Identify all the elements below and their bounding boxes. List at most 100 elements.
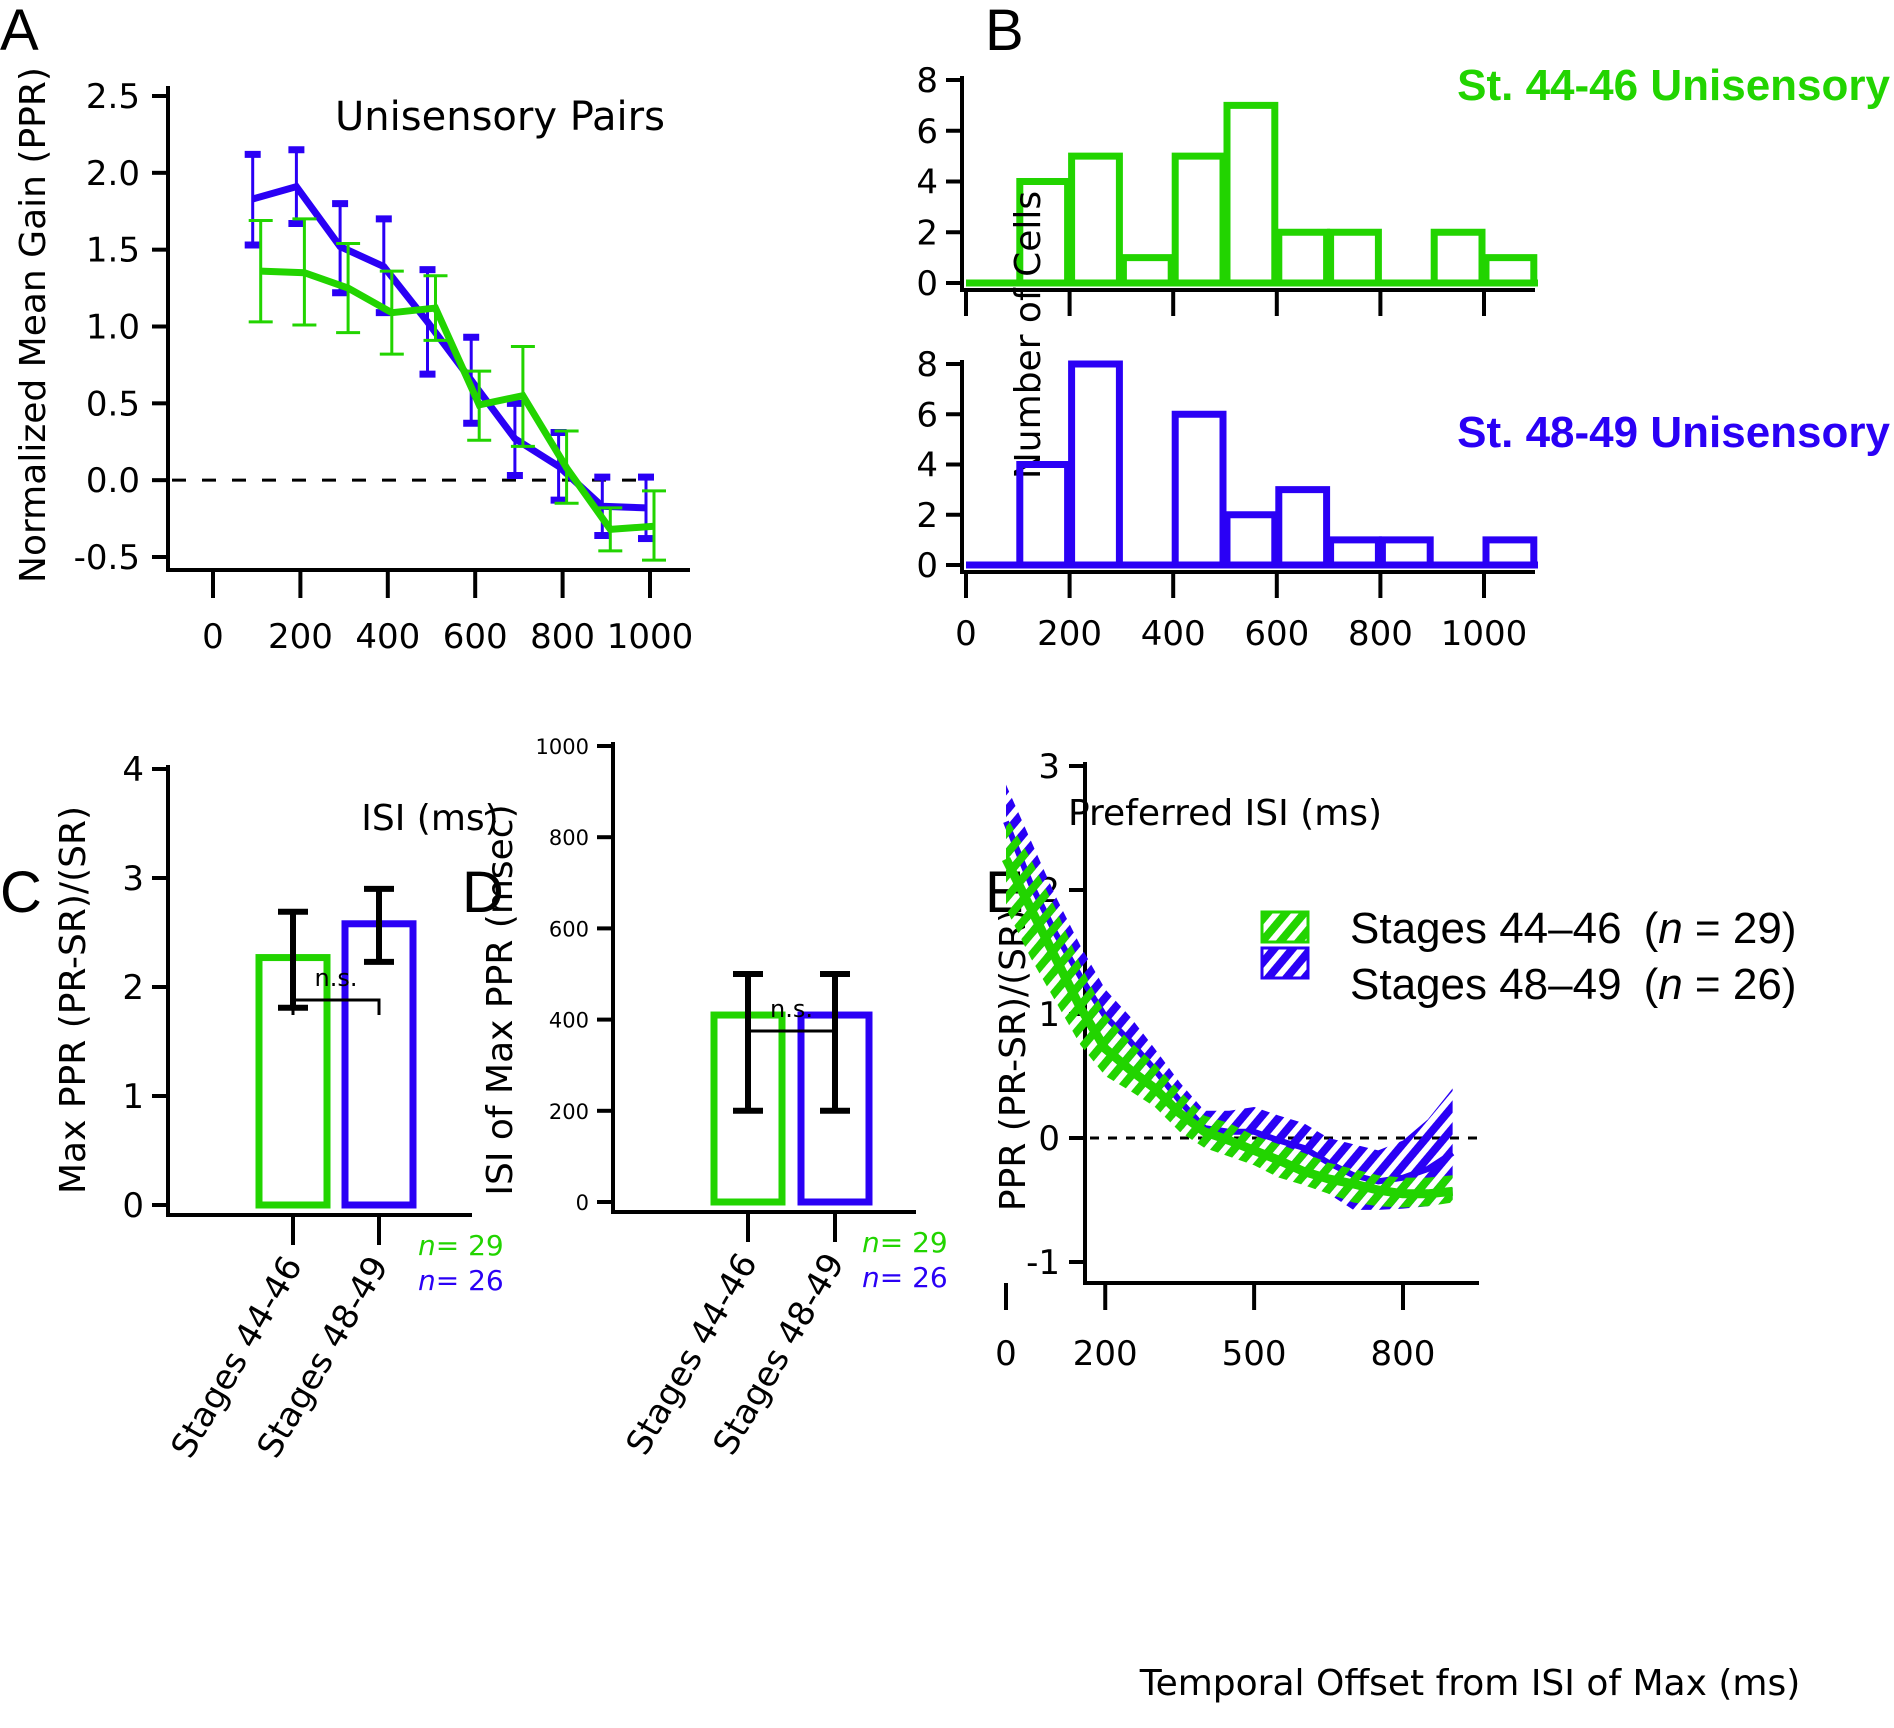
bar-y-tick-label: 4 bbox=[122, 750, 144, 790]
histogram-bar bbox=[1482, 254, 1538, 287]
panel-a-ylabel: Normalized Mean Gain (PPR) bbox=[13, 67, 54, 583]
bar-y-tick-label: 1000 bbox=[536, 735, 589, 759]
panel-letter-d: D bbox=[462, 860, 504, 925]
histogram-y-tick-label: 6 bbox=[916, 112, 938, 152]
panel-e-x-tick-label: 0 bbox=[995, 1334, 1017, 1374]
panel-b-top-title: St. 44-46 Unisensory bbox=[1457, 61, 1890, 110]
histogram-bar bbox=[1068, 360, 1123, 569]
panel-a-x-tick-label: 600 bbox=[443, 617, 508, 657]
histogram-bar bbox=[1171, 152, 1227, 287]
histogram-y-tick-label: 4 bbox=[916, 163, 938, 203]
panel-a-y-tick-label: 1.0 bbox=[86, 308, 140, 348]
histogram-bar bbox=[1327, 228, 1382, 287]
panel-e-x-tick-label: 800 bbox=[1371, 1334, 1436, 1374]
panel-a-xlabel: ISI (ms) bbox=[361, 798, 498, 839]
panel-d-bar-chart: ISI of Max PPR (msec) 02004006008001000S… bbox=[480, 735, 948, 1462]
histogram-x-tick-label: 600 bbox=[1244, 614, 1309, 654]
bar-y-tick-label: 3 bbox=[122, 859, 144, 899]
panel-a-y-tick-label: -0.5 bbox=[74, 538, 140, 578]
panel-a-y-tick-label: 0.0 bbox=[86, 461, 140, 501]
histogram-bar bbox=[1275, 228, 1331, 287]
panel-a-line-chart: Unisensory Pairs Normalized Mean Gain (P… bbox=[13, 67, 693, 839]
histogram-bar bbox=[1068, 152, 1123, 287]
significance-label: n.s. bbox=[315, 964, 358, 992]
panel-a-x-tick-label: 1000 bbox=[607, 617, 694, 657]
n-count-label: n= 26 bbox=[418, 1264, 504, 1297]
bar-y-tick-label: 2 bbox=[122, 968, 144, 1008]
bar-y-tick-label: 600 bbox=[549, 917, 589, 941]
histogram-bar bbox=[1275, 486, 1331, 569]
significance-label: n.s. bbox=[770, 995, 813, 1023]
significance-bracket bbox=[746, 1029, 837, 1046]
bar-y-tick-label: 800 bbox=[549, 826, 589, 850]
legend-label-green: Stages 44–46 (n = 29) bbox=[1350, 904, 1796, 953]
histogram-y-tick-label: 4 bbox=[916, 446, 938, 486]
histogram-bar bbox=[1430, 228, 1486, 287]
panel-e-ylabel: PPR (PR-SR)/(SR) bbox=[993, 909, 1034, 1211]
panel-b-ylabel: Number of Cells bbox=[1008, 191, 1049, 479]
panel-a-series-line-green bbox=[260, 267, 655, 533]
bar-y-tick-label: 1 bbox=[122, 1077, 144, 1117]
bar-y-tick-label: 200 bbox=[549, 1100, 589, 1124]
panel-a-x-tick-label: 0 bbox=[202, 617, 224, 657]
histogram-x-tick-label: 0 bbox=[955, 614, 977, 654]
panel-letter-c: C bbox=[0, 860, 42, 925]
histogram-bar bbox=[1223, 101, 1279, 287]
histogram-x-tick-label: 800 bbox=[1348, 614, 1413, 654]
histogram-y-tick-label: 2 bbox=[916, 213, 938, 253]
histogram-y-tick-label: 0 bbox=[916, 264, 938, 304]
panel-e-band-green bbox=[1006, 815, 1453, 1208]
histogram-y-tick-label: 0 bbox=[916, 546, 938, 586]
n-count-label: n= 29 bbox=[862, 1226, 948, 1259]
histogram-bar bbox=[1327, 536, 1382, 569]
panel-a-title: Unisensory Pairs bbox=[335, 94, 665, 140]
panel-e-legend: Stages 44–46 (n = 29) Stages 48–49 (n = 26… bbox=[1260, 904, 1796, 1009]
n-count-label: n= 26 bbox=[862, 1261, 948, 1294]
histogram-x-tick-label: 200 bbox=[1037, 614, 1102, 654]
panel-e-mean-line-green bbox=[1001, 856, 1454, 1199]
bar-y-tick-label: 0 bbox=[122, 1186, 144, 1226]
histogram-x-tick-label: 1000 bbox=[1441, 614, 1528, 654]
panel-b-xlabel: Preferred ISI (ms) bbox=[1068, 793, 1382, 834]
panel-letter-a: A bbox=[0, 0, 39, 63]
panel-b-bottom-title: St. 48-49 Unisensory bbox=[1457, 408, 1890, 457]
bar-y-tick-label: 400 bbox=[549, 1009, 589, 1033]
legend-swatch-blue bbox=[1260, 946, 1310, 980]
panel-a-y-tick-label: 2.0 bbox=[86, 154, 140, 194]
panel-e-area-chart: PPR (PR-SR)/(SR) Temporal Offset from IS… bbox=[993, 747, 1800, 1704]
panel-b-bottom-histogram: St. 48-49 Unisensory Number of Cells Pre… bbox=[916, 191, 1890, 834]
histogram-bar bbox=[1119, 254, 1175, 287]
panel-e-x-tick-label: 200 bbox=[1073, 1334, 1138, 1374]
panel-a-y-tick-label: 1.5 bbox=[86, 231, 140, 271]
panel-a-y-tick-label: 2.5 bbox=[86, 77, 140, 117]
panel-a-y-tick-label: 0.5 bbox=[86, 384, 140, 424]
legend-swatch-green bbox=[1260, 910, 1310, 944]
panel-d-ylabel: ISI of Max PPR (msec) bbox=[480, 804, 521, 1195]
panel-b-top-histogram: St. 44-46 Unisensory 0 2 4 6 8 bbox=[916, 61, 1891, 316]
panel-a-x-tick-label: 200 bbox=[268, 617, 333, 657]
panel-e-y-tick-label: 1 bbox=[1038, 995, 1060, 1035]
n-count-label: n= 29 bbox=[418, 1229, 504, 1262]
panel-a-x-tick-label: 800 bbox=[530, 617, 595, 657]
panel-c-ylabel: Max PPR (PR-SR)/(SR) bbox=[53, 806, 94, 1194]
histogram-y-tick-label: 8 bbox=[916, 345, 938, 385]
histogram-x-tick-label: 400 bbox=[1141, 614, 1206, 654]
histogram-bar bbox=[1482, 536, 1538, 569]
histogram-y-tick-label: 2 bbox=[916, 496, 938, 536]
histogram-bar bbox=[1223, 511, 1279, 569]
bar-y-tick-label: 0 bbox=[576, 1191, 589, 1215]
histogram-y-tick-label: 6 bbox=[916, 395, 938, 435]
panel-e-y-tick-label: 0 bbox=[1038, 1119, 1060, 1159]
histogram-bar bbox=[1378, 536, 1434, 569]
panel-e-xlabel: Temporal Offset from ISI of Max (ms) bbox=[1139, 1663, 1801, 1704]
panel-e-y-tick-label: -1 bbox=[1026, 1243, 1060, 1283]
panel-a-x-tick-label: 400 bbox=[355, 617, 420, 657]
legend-label-blue: Stages 48–49 (n = 26) bbox=[1350, 960, 1796, 1009]
histogram-bar bbox=[1171, 410, 1227, 569]
significance-bracket bbox=[291, 998, 381, 1015]
panel-letter-b: B bbox=[985, 0, 1024, 63]
panel-e-x-tick-label: 500 bbox=[1222, 1334, 1287, 1374]
histogram-y-tick-label: 8 bbox=[916, 61, 938, 101]
